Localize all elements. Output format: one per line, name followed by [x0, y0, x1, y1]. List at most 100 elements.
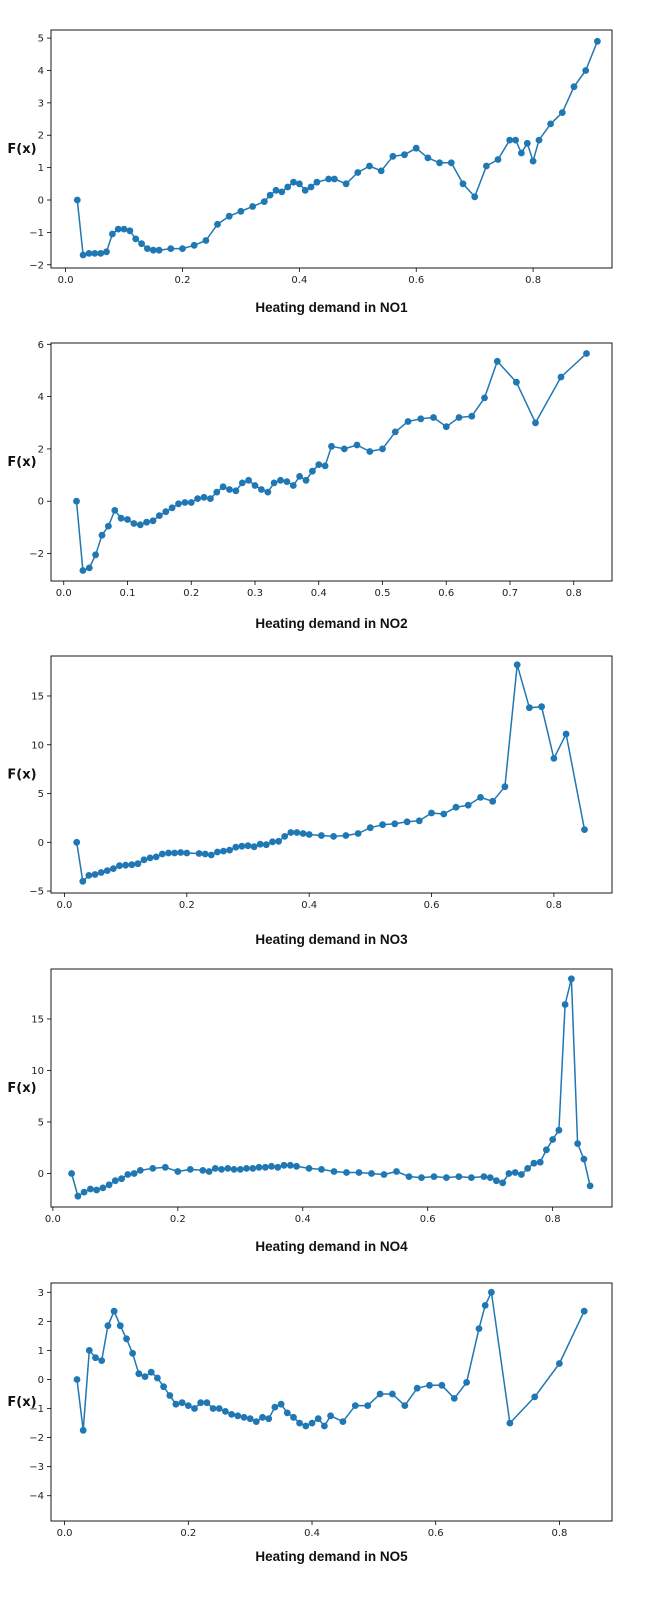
y-tick-label: 0: [38, 1169, 44, 1180]
data-point: [215, 1405, 223, 1412]
y-tick-label: 0: [38, 838, 44, 849]
data-point: [109, 230, 116, 238]
data-point: [207, 851, 215, 859]
x-tick-label: 0.3: [247, 588, 263, 599]
data-point: [129, 1349, 137, 1357]
data-point: [162, 508, 170, 516]
data-point: [557, 373, 565, 381]
y-tick-label: −3: [29, 1462, 44, 1473]
data-point: [92, 551, 99, 559]
data-point: [73, 838, 81, 846]
data-point: [120, 225, 128, 233]
data-point: [122, 861, 129, 869]
data-point: [124, 516, 131, 523]
data-point: [506, 1419, 514, 1427]
data-point: [92, 1354, 99, 1362]
data-point: [79, 567, 87, 574]
data-point: [376, 1390, 384, 1398]
data-point: [512, 136, 519, 144]
data-point: [181, 499, 189, 506]
data-point: [224, 1165, 232, 1172]
x-tick-label: 0.2: [179, 900, 195, 911]
y-tick-label: 5: [38, 789, 44, 800]
data-point: [272, 186, 280, 194]
data-point: [315, 461, 323, 468]
data-point: [219, 483, 227, 491]
data-point: [459, 180, 467, 188]
data-point: [140, 856, 148, 864]
data-point: [547, 120, 554, 128]
data-point: [171, 849, 179, 857]
data-point: [351, 1402, 359, 1409]
x-tick-label: 0.6: [420, 1214, 436, 1225]
y-tick-label: 10: [31, 740, 44, 751]
data-point: [213, 488, 221, 496]
y-tick-label: 2: [38, 444, 44, 455]
data-point: [136, 521, 144, 529]
data-point: [183, 849, 191, 857]
data-point: [197, 1399, 205, 1407]
data-point: [236, 1166, 244, 1173]
data-point: [73, 1376, 81, 1383]
data-point: [281, 833, 289, 840]
x-tick-label: 0.8: [551, 1528, 567, 1539]
data-point: [85, 564, 93, 572]
data-point: [570, 83, 578, 91]
y-tick-label: 5: [38, 34, 44, 45]
data-point: [105, 1181, 113, 1189]
data-point: [130, 520, 138, 527]
chart-panel-1: 0.0 0.2 0.4 0.6 0.8 −2 −1 0 1 2 3 4 5 F(x) Heating dem…: [7, 29, 613, 315]
data-point: [442, 423, 450, 431]
data-point: [274, 1163, 282, 1171]
data-point: [91, 250, 99, 257]
data-point: [366, 448, 374, 455]
y-tick-label: 4: [38, 66, 44, 77]
plot-frame: [50, 342, 613, 582]
x-tick-label: 0.8: [566, 588, 582, 599]
data-point: [79, 1426, 87, 1434]
data-point: [111, 507, 119, 514]
y-tick-label: −2: [29, 260, 44, 271]
x-tick-label: 0.4: [291, 275, 307, 286]
data-point: [321, 1422, 328, 1430]
data-point: [309, 467, 316, 475]
x-axis-label: Heating demand in NO2: [255, 616, 407, 631]
data-point: [568, 975, 575, 983]
data-point: [405, 1173, 413, 1180]
data-point: [250, 843, 258, 851]
data-point: [463, 1379, 470, 1386]
data-point: [246, 1415, 254, 1423]
data-point: [222, 1408, 229, 1415]
data-point: [513, 661, 521, 669]
x-tick-label: 0.0: [45, 1214, 61, 1225]
data-point: [574, 1140, 581, 1147]
data-point: [103, 867, 111, 874]
data-point: [226, 846, 234, 854]
data-point: [110, 1307, 118, 1315]
data-point: [168, 504, 176, 512]
data-point: [561, 1001, 569, 1008]
data-point: [200, 493, 208, 501]
data-point: [296, 473, 303, 480]
data-point: [290, 1413, 297, 1421]
data-point: [321, 462, 329, 470]
data-point: [178, 1399, 186, 1407]
data-point: [237, 207, 245, 215]
data-point: [549, 1136, 557, 1143]
data-point: [331, 175, 338, 183]
data-point: [134, 860, 142, 868]
data-point: [149, 517, 157, 525]
data-point: [205, 1168, 213, 1175]
data-point: [380, 1171, 388, 1178]
data-point: [73, 196, 81, 204]
y-tick-label: −2: [29, 1433, 44, 1444]
data-point: [430, 414, 437, 421]
data-point: [418, 1174, 425, 1181]
data-point: [343, 1169, 350, 1176]
data-point: [155, 246, 163, 254]
data-point: [477, 794, 484, 801]
data-point: [475, 1325, 483, 1332]
data-point: [342, 180, 350, 188]
data-point: [284, 183, 292, 191]
data-point: [138, 240, 146, 248]
